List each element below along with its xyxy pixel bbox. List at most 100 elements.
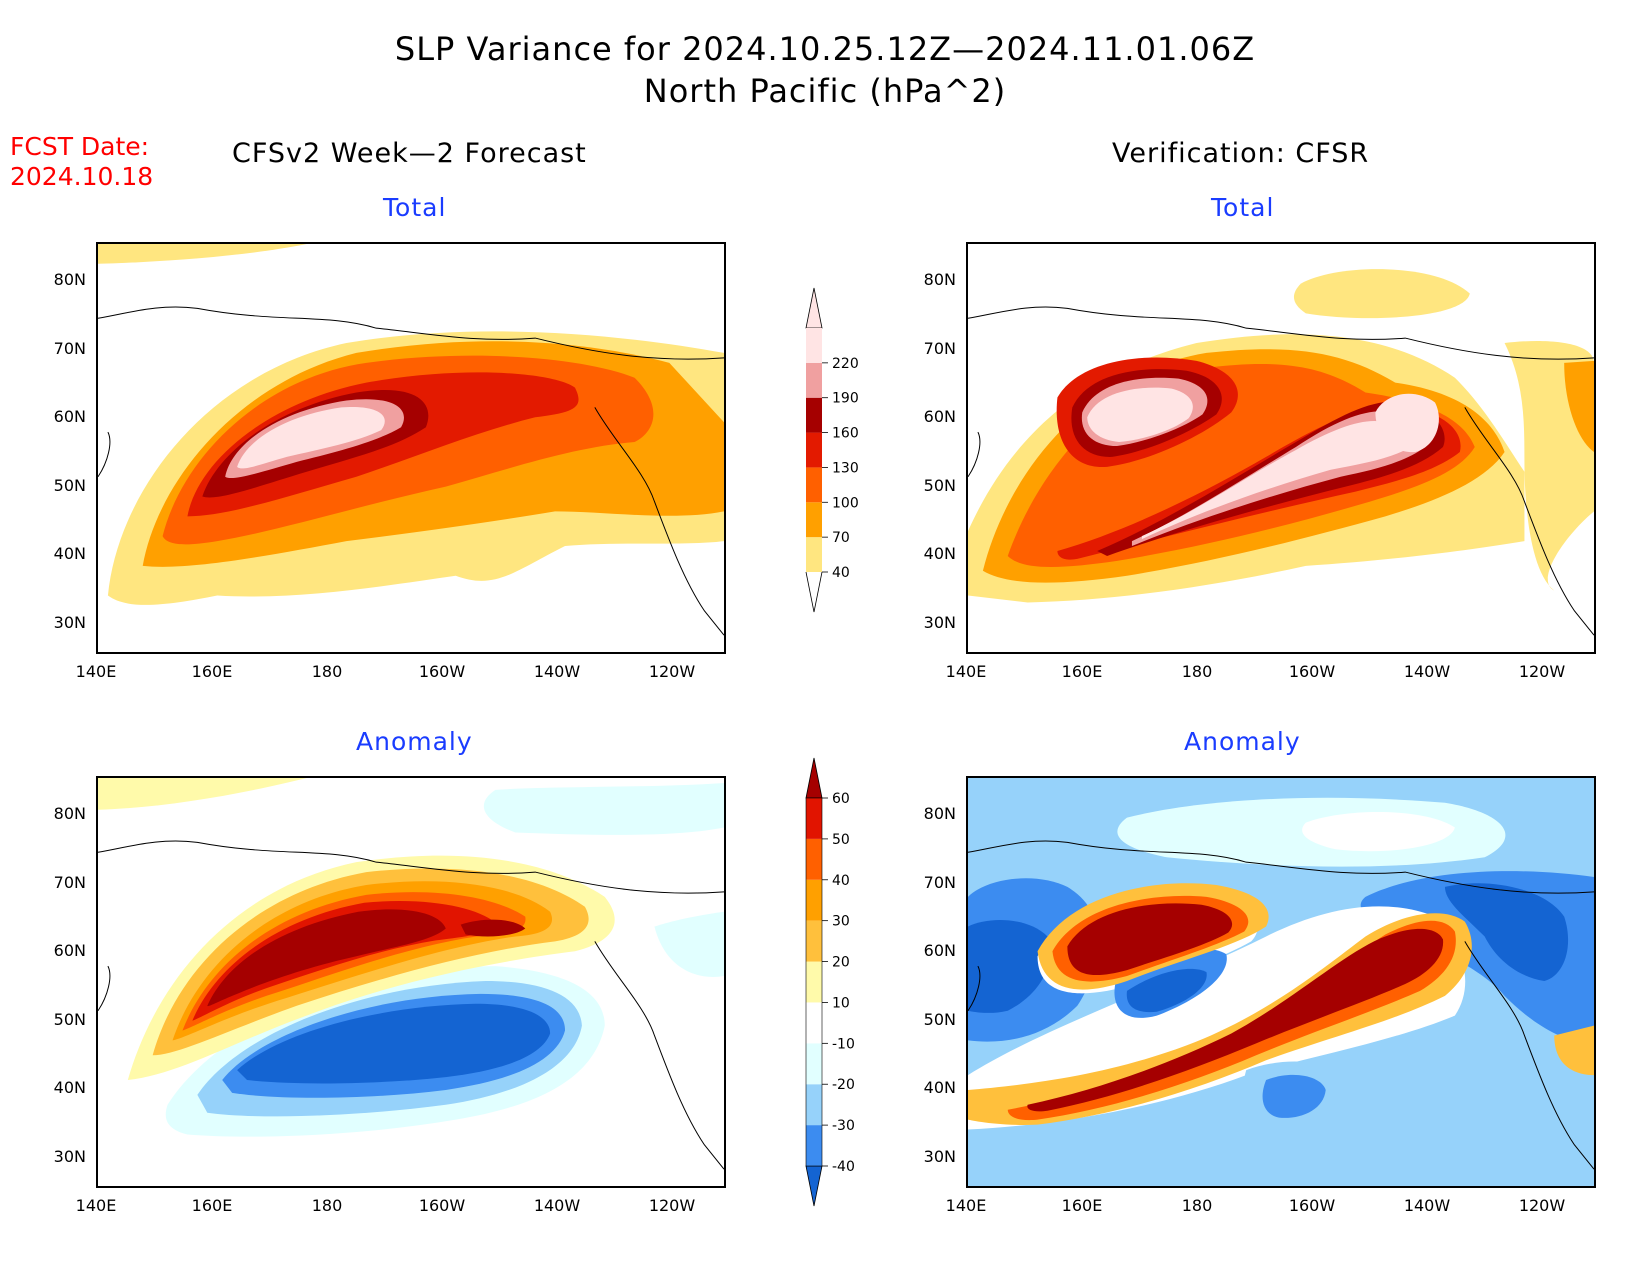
colorbar-anomaly-label: 50 (832, 832, 850, 848)
page-title: SLP Variance for 2024.10.25.12Z—2024.11.… (394, 30, 1256, 68)
lon-label: 140W (533, 1196, 581, 1215)
colorbar-total-label: 160 (832, 426, 859, 442)
lat-label: 50N (53, 476, 86, 495)
colorbar-anomaly-label: 30 (832, 914, 850, 930)
verification-total-title: Total (1211, 193, 1275, 222)
lon-label: 140W (533, 662, 581, 681)
forecast-total-map (96, 242, 726, 654)
lat-label: 30N (53, 1147, 86, 1166)
colorbar-total-box (806, 328, 822, 363)
verification-anomaly-map (966, 776, 1596, 1188)
lat-label: 60N (53, 407, 86, 426)
colorbar-total-box (806, 397, 822, 433)
contour-60 (460, 919, 526, 937)
colorbar-anomaly-box (806, 920, 822, 962)
contour-neg40 (237, 1003, 551, 1084)
lat-label: 70N (53, 339, 86, 358)
lon-label: 180 (311, 1196, 343, 1215)
lon-label: 140W (1403, 1196, 1451, 1215)
lon-label: 180 (1181, 662, 1213, 681)
page-subtitle: North Pacific (hPa^2) (643, 72, 1007, 110)
lat-label: 70N (53, 873, 86, 892)
forecast-total-title: Total (383, 193, 447, 222)
coastline (968, 306, 1594, 360)
coastline (968, 965, 981, 1011)
colorbar-total-bottom-arrow (805, 571, 823, 613)
lon-label: 140W (1403, 662, 1451, 681)
fcst-date-label: FCST Date: (10, 132, 150, 161)
contour-60 (1067, 903, 1233, 976)
colorbar-anomaly-top-arrow (805, 757, 823, 799)
colorbar-anomaly-label: 40 (832, 873, 850, 889)
lon-label: 180 (311, 662, 343, 681)
colorbar-anomaly-box (806, 838, 822, 880)
colorbar-total-label: 220 (832, 356, 859, 372)
forecast-heading: CFSv2 Week—2 Forecast (232, 138, 587, 169)
colorbar-total-box (806, 502, 822, 538)
colorbar-anomaly-box (806, 879, 822, 921)
lon-label: 160W (418, 1196, 466, 1215)
coastline (594, 407, 724, 636)
lon-label: 120W (1518, 1196, 1566, 1215)
coastline (1464, 941, 1594, 1170)
lat-label: 60N (923, 407, 956, 426)
lon-label: 160E (1061, 662, 1103, 681)
lat-label: 40N (53, 1078, 86, 1097)
lon-label: 140E (945, 662, 987, 681)
coastline (968, 840, 1594, 894)
lat-label: 50N (923, 476, 956, 495)
lat-label: 80N (923, 804, 956, 823)
lat-label: 50N (53, 1010, 86, 1029)
lon-label: 120W (648, 1196, 696, 1215)
contour-neg10 (654, 911, 724, 977)
contour-40 (98, 244, 307, 264)
verification-heading: Verification: CFSR (1112, 138, 1370, 169)
contour-20 (1554, 1025, 1594, 1076)
lat-label: 40N (923, 1078, 956, 1097)
coastline (98, 306, 724, 360)
contour-70 (1564, 360, 1594, 452)
forecast-anomaly-title: Anomaly (356, 727, 473, 756)
verification-total-map (966, 242, 1596, 654)
lon-label: 120W (1518, 662, 1566, 681)
colorbar-total-box (806, 362, 822, 398)
colorbar-total-label: 70 (832, 530, 850, 546)
colorbar-total-label: 130 (832, 460, 859, 476)
colorbar-total-box (806, 467, 822, 503)
lat-label: 60N (53, 941, 86, 960)
contour-neg40 (968, 920, 1051, 1013)
contour-neg40 (1126, 968, 1207, 1013)
coastline (594, 941, 724, 1170)
coastline (1464, 407, 1594, 636)
colorbar-total-top-arrow (805, 287, 823, 329)
lon-label: 160E (1061, 1196, 1103, 1215)
coastline (98, 431, 111, 477)
lat-label: 80N (53, 804, 86, 823)
contour-40 (1293, 269, 1470, 319)
contour-220 (1141, 421, 1409, 540)
contour-60 (1027, 928, 1444, 1112)
lon-label: 140E (75, 662, 117, 681)
colorbar-total-label: 40 (832, 565, 850, 581)
lon-label: 140E (75, 1196, 117, 1215)
verification-anomaly-title: Anomaly (1184, 727, 1301, 756)
colorbar-anomaly-box (806, 961, 822, 1003)
lat-label: 30N (53, 613, 86, 632)
colorbar-anomaly-box (806, 1043, 822, 1085)
lat-label: 30N (923, 1147, 956, 1166)
coastline (98, 840, 724, 894)
lon-label: 140E (945, 1196, 987, 1215)
colorbar-anomaly-box (806, 1084, 822, 1126)
contour-220 (237, 406, 385, 469)
coastline (98, 965, 111, 1011)
contour-10-neutral (1302, 811, 1455, 852)
coastline (968, 431, 981, 477)
lat-label: 80N (53, 270, 86, 289)
lat-label: 70N (923, 339, 956, 358)
colorbar-total-box (806, 537, 822, 572)
lat-label: 50N (923, 1010, 956, 1029)
fcst-date-value: 2024.10.18 (10, 162, 154, 191)
colorbar-anomaly-label: -10 (832, 1036, 855, 1052)
lat-label: 40N (53, 544, 86, 563)
lon-label: 160E (191, 1196, 233, 1215)
